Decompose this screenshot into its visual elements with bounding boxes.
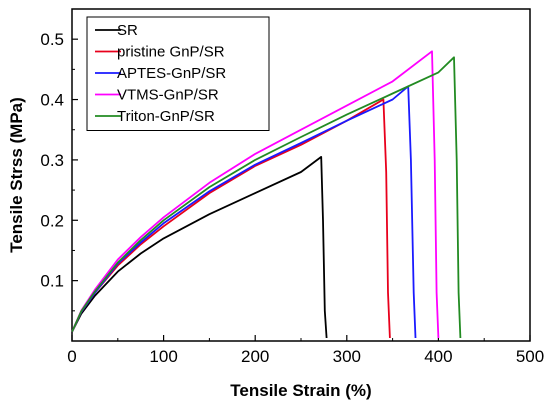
legend-label: Triton-GnP/SR <box>117 108 215 125</box>
legend-label: SR <box>117 22 138 39</box>
y-axis: 0.1 0.2 0.3 0.4 0.5 <box>40 30 78 312</box>
x-tick-label: 0 <box>67 347 76 366</box>
x-tick-label: 500 <box>516 347 544 366</box>
x-tick-label: 100 <box>149 347 177 366</box>
y-tick-label: 0.3 <box>40 151 64 170</box>
legend-label: VTMS-GnP/SR <box>117 87 219 104</box>
legend-label: pristine GnP/SR <box>117 44 225 61</box>
x-tick-label: 400 <box>424 347 452 366</box>
y-tick-label: 0.2 <box>40 211 64 230</box>
y-axis-title: Tensile Strss (MPa) <box>7 97 26 253</box>
x-axis: 0 100 200 300 400 500 <box>67 335 544 366</box>
legend-label: APTES-GnP/SR <box>117 65 226 82</box>
x-axis-title: Tensile Strain (%) <box>230 381 371 400</box>
series-layer <box>71 50 462 339</box>
x-tick-label: 300 <box>333 347 361 366</box>
x-tick-label: 200 <box>241 347 269 366</box>
legend: SR pristine GnP/SR APTES-GnP/SR VTMS-GnP/SR… <box>86 16 270 131</box>
y-tick-label: 0.5 <box>40 30 64 49</box>
series-line <box>71 155 328 339</box>
series-line <box>71 50 440 339</box>
y-tick-label: 0.4 <box>40 91 64 110</box>
y-tick-label: 0.1 <box>40 272 64 291</box>
series-line <box>71 98 391 339</box>
series-line <box>71 56 462 339</box>
